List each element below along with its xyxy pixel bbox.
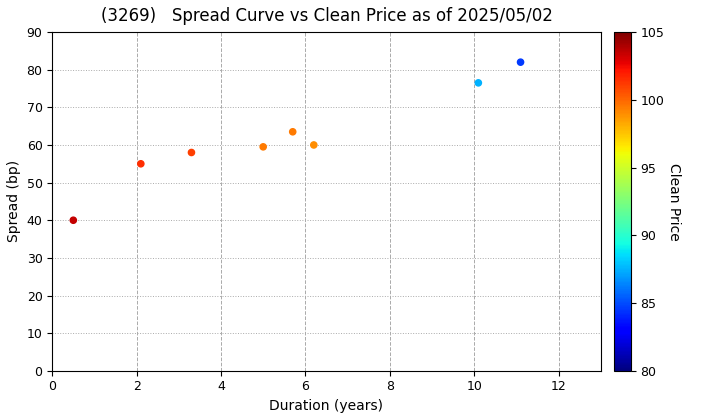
Point — [258, 144, 269, 150]
Point — [135, 160, 147, 167]
Point — [472, 79, 484, 86]
Point — [186, 149, 197, 156]
X-axis label: Duration (years): Duration (years) — [269, 399, 384, 413]
Y-axis label: Clean Price: Clean Price — [667, 163, 681, 240]
Point — [287, 129, 299, 135]
Title: (3269)   Spread Curve vs Clean Price as of 2025/05/02: (3269) Spread Curve vs Clean Price as of… — [101, 7, 552, 25]
Point — [515, 59, 526, 66]
Point — [308, 142, 320, 148]
Y-axis label: Spread (bp): Spread (bp) — [7, 160, 21, 242]
Point — [68, 217, 79, 223]
